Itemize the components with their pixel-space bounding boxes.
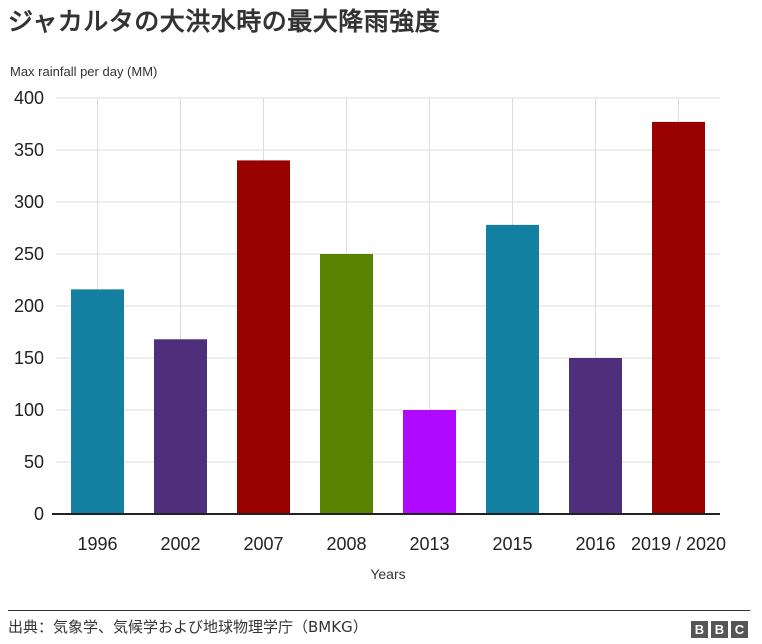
- x-tick-label: 2015: [492, 534, 532, 554]
- logo-letter: C: [731, 621, 748, 638]
- bar: [237, 160, 290, 514]
- chart-title: ジャカルタの大洪水時の最大降雨強度: [8, 7, 441, 36]
- bar: [154, 339, 207, 514]
- bar: [320, 254, 373, 514]
- y-tick-label: 0: [34, 504, 44, 524]
- x-tick-label: 2002: [160, 534, 200, 554]
- y-tick-label: 400: [14, 88, 44, 108]
- logo-letter: B: [691, 621, 708, 638]
- bar: [71, 289, 124, 514]
- source-note: 出典：気象学、気候学および地球物理学庁（BMKG）: [8, 618, 368, 636]
- bbc-logo: B B C: [691, 621, 748, 638]
- x-tick-label: 2019 / 2020: [631, 534, 726, 554]
- y-axis-label: Max rainfall per day (MM): [10, 64, 158, 79]
- x-tick-label: 2007: [243, 534, 283, 554]
- x-axis-label: Years: [370, 566, 405, 582]
- y-tick-label: 350: [14, 140, 44, 160]
- bar: [652, 121, 705, 515]
- bar: [486, 224, 539, 514]
- bar-chart: 0 50 100 150 200 250 300 350 400 1996 2002 2007 2008…: [14, 88, 726, 582]
- x-tick-label: 2013: [409, 534, 449, 554]
- x-tick-label: 2016: [575, 534, 615, 554]
- y-tick-label: 200: [14, 296, 44, 316]
- y-tick-label: 150: [14, 348, 44, 368]
- y-tick-label: 250: [14, 244, 44, 264]
- bar: [403, 410, 456, 514]
- x-tick-label: 2008: [326, 534, 366, 554]
- y-tick-label: 50: [24, 452, 44, 472]
- footer-divider: [8, 610, 750, 611]
- y-tick-label: 300: [14, 192, 44, 212]
- bar: [569, 358, 622, 514]
- x-tick-label: 1996: [77, 534, 117, 554]
- logo-letter: B: [711, 621, 728, 638]
- y-tick-label: 100: [14, 400, 44, 420]
